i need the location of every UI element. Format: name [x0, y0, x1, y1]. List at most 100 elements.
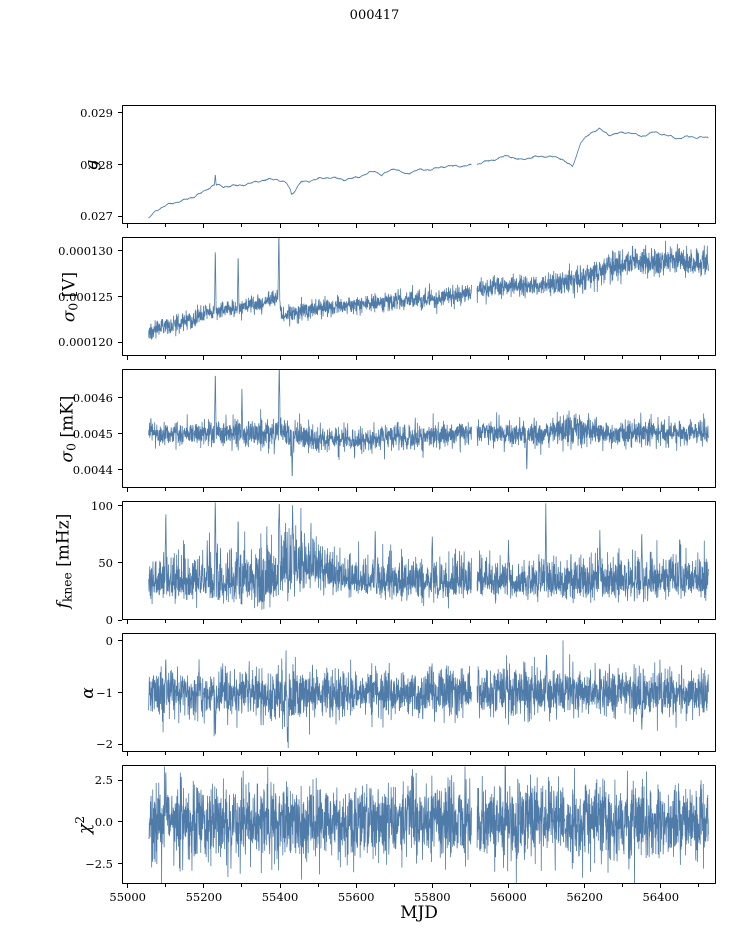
y-axis-label-part: knee: [60, 571, 75, 602]
tick-mark: [622, 752, 624, 755]
tick-mark: [317, 884, 319, 887]
y-tick-label-fknee: 100: [91, 498, 113, 513]
tick-mark: [317, 620, 319, 623]
tick-mark: [355, 620, 357, 624]
tick-mark: [127, 752, 129, 756]
subplot-sigma0-mk: [122, 369, 716, 488]
tick-mark: [698, 488, 700, 491]
tick-mark: [698, 224, 700, 227]
tick-mark: [622, 620, 624, 623]
tick-mark: [546, 620, 548, 623]
plot-canvas-sigma0-mk: [122, 369, 716, 488]
tick-mark: [127, 488, 129, 492]
tick-mark: [203, 620, 205, 624]
tick-mark: [279, 620, 281, 624]
tick-mark: [698, 620, 700, 623]
tick-mark: [279, 488, 281, 492]
y-tick-label-g: 0.028: [80, 157, 113, 172]
tick-mark: [241, 752, 243, 755]
y-tick-label-chi2: −2.5: [85, 856, 113, 871]
y-axis-label-part: 0: [66, 302, 81, 311]
y-axis-label-part: σ: [59, 310, 80, 322]
tick-mark: [118, 164, 122, 165]
figure-title: 000417: [349, 8, 400, 23]
tick-mark: [355, 224, 357, 228]
tick-mark: [279, 224, 281, 228]
y-tick-label-sigma0-v: 0.000130: [58, 243, 113, 258]
tick-mark: [118, 863, 122, 865]
tick-mark: [393, 224, 395, 227]
y-tick-label-sigma0-mk: 0.0046: [72, 390, 113, 405]
tick-mark: [393, 752, 395, 755]
tick-mark: [698, 884, 700, 887]
tick-mark: [584, 488, 586, 492]
plot-canvas-g: [122, 105, 716, 224]
y-tick-label-chi2: 0.0: [94, 814, 113, 829]
tick-mark: [355, 356, 357, 360]
y-axis-label-g: g: [82, 159, 102, 170]
tick-mark: [279, 752, 281, 756]
x-tick-label: 56200: [566, 890, 603, 904]
x-tick-label: 55400: [261, 890, 299, 904]
tick-mark: [584, 752, 586, 756]
tick-mark: [203, 224, 205, 228]
tick-mark: [118, 112, 122, 114]
tick-mark: [660, 620, 662, 624]
x-tick-label: 55600: [337, 890, 375, 904]
subplot-g: [122, 105, 716, 224]
tick-mark: [584, 884, 586, 888]
y-axis-label-part: f: [53, 601, 74, 608]
tick-mark: [127, 224, 129, 228]
tick-mark: [660, 488, 662, 492]
tick-mark: [431, 356, 433, 360]
y-axis-label-chi2: χ2: [73, 815, 95, 833]
tick-mark: [317, 488, 319, 491]
tick-mark: [431, 488, 433, 492]
tick-mark: [118, 692, 122, 693]
y-axis-label-part: [mK]: [57, 395, 78, 443]
y-tick-label-alpha: −1: [96, 685, 113, 700]
plot-canvas-sigma0-v: [122, 237, 716, 356]
x-tick-label: 55000: [109, 890, 146, 904]
tick-mark: [118, 640, 122, 642]
tick-mark: [165, 488, 167, 491]
tick-mark: [118, 779, 122, 781]
plot-canvas-fknee: [122, 501, 716, 620]
subplot-fknee: [122, 501, 716, 620]
tick-mark: [241, 488, 243, 491]
y-tick-label-alpha: 0: [105, 633, 113, 648]
y-axis-label-part: 2: [72, 815, 87, 824]
tick-mark: [469, 884, 471, 887]
tick-mark: [469, 752, 471, 755]
tick-mark: [165, 224, 167, 227]
y-tick-label-fknee: 0: [105, 613, 113, 627]
y-axis-label-part: [mHz]: [53, 513, 74, 572]
tick-mark: [118, 619, 122, 621]
tick-mark: [241, 224, 243, 227]
plot-canvas-chi2: [122, 765, 716, 884]
x-tick-label: 56400: [642, 890, 680, 904]
tick-mark: [507, 620, 509, 624]
tick-mark: [355, 752, 357, 756]
x-tick-label: 55200: [185, 890, 223, 904]
tick-mark: [546, 884, 548, 887]
tick-mark: [660, 224, 662, 228]
tick-mark: [660, 752, 662, 756]
tick-mark: [118, 505, 122, 507]
tick-mark: [279, 356, 281, 360]
tick-mark: [546, 752, 548, 755]
x-tick-label: 56000: [490, 890, 527, 904]
tick-mark: [118, 341, 122, 343]
tick-mark: [165, 356, 167, 359]
y-tick-label-chi2: 2.5: [94, 773, 113, 788]
y-tick-label-alpha: −2: [96, 737, 113, 752]
tick-mark: [241, 620, 243, 623]
tick-mark: [203, 488, 205, 492]
y-tick-label-g: 0.029: [80, 105, 113, 120]
tick-mark: [127, 884, 129, 888]
tick-mark: [622, 356, 624, 359]
tick-mark: [584, 620, 586, 624]
y-axis-label-part: α: [78, 686, 98, 699]
tick-mark: [118, 397, 122, 399]
